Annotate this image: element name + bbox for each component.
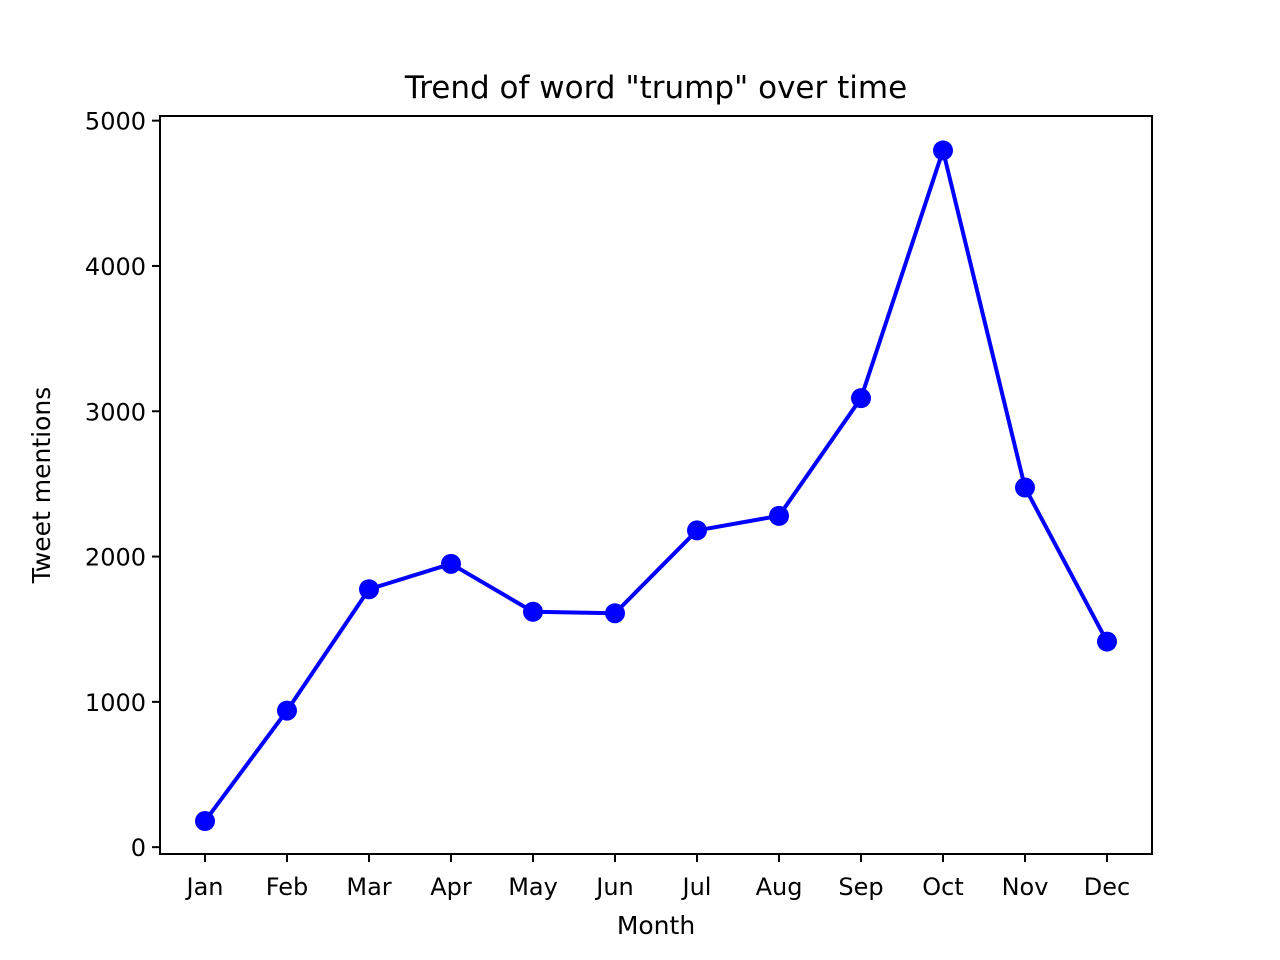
x-tick-label: Dec <box>1084 873 1130 901</box>
x-tick-label: Oct <box>922 873 964 901</box>
data-point <box>933 140 953 161</box>
data-point <box>851 388 871 409</box>
y-tick-label: 1000 <box>85 689 146 717</box>
x-axis-label: Month <box>617 911 695 940</box>
x-tick-label: Jun <box>594 873 634 901</box>
x-tick-label: Nov <box>1002 873 1049 901</box>
x-tick-label: Mar <box>346 873 391 901</box>
series-line <box>203 148 1109 824</box>
chart-title: Trend of word "trump" over time <box>404 70 907 106</box>
y-axis-ticks: 0 1000 2000 3000 4000 5000 <box>85 108 160 862</box>
y-axis-label: Tweet mentions <box>27 387 56 585</box>
y-tick-label: 3000 <box>85 398 146 426</box>
x-tick-label: Feb <box>266 873 309 901</box>
data-point <box>523 601 543 622</box>
plot-frame <box>159 115 1153 855</box>
data-point <box>195 811 215 832</box>
series-layer <box>195 140 1117 832</box>
y-tick-label: 4000 <box>85 253 146 281</box>
data-point <box>769 505 789 526</box>
x-tick-label: Apr <box>430 873 472 901</box>
data-point <box>1097 631 1117 652</box>
data-point <box>605 603 625 624</box>
data-point <box>1015 477 1035 498</box>
y-tick-label: 5000 <box>85 108 146 136</box>
y-tick-label: 2000 <box>85 544 146 572</box>
data-point <box>277 700 297 721</box>
data-point <box>359 579 379 600</box>
data-point <box>441 553 461 574</box>
y-tick-label: 0 <box>131 834 146 862</box>
x-tick-label: Jul <box>681 873 712 901</box>
x-tick-label: Aug <box>756 873 803 901</box>
data-point <box>687 520 707 541</box>
x-axis-ticks: Jan Feb Mar Apr May Jun Jul Aug Sep Oct Nov Dec <box>185 854 1130 901</box>
x-tick-label: Jan <box>185 873 224 901</box>
x-tick-label: May <box>508 873 558 901</box>
x-tick-label: Sep <box>838 873 883 901</box>
